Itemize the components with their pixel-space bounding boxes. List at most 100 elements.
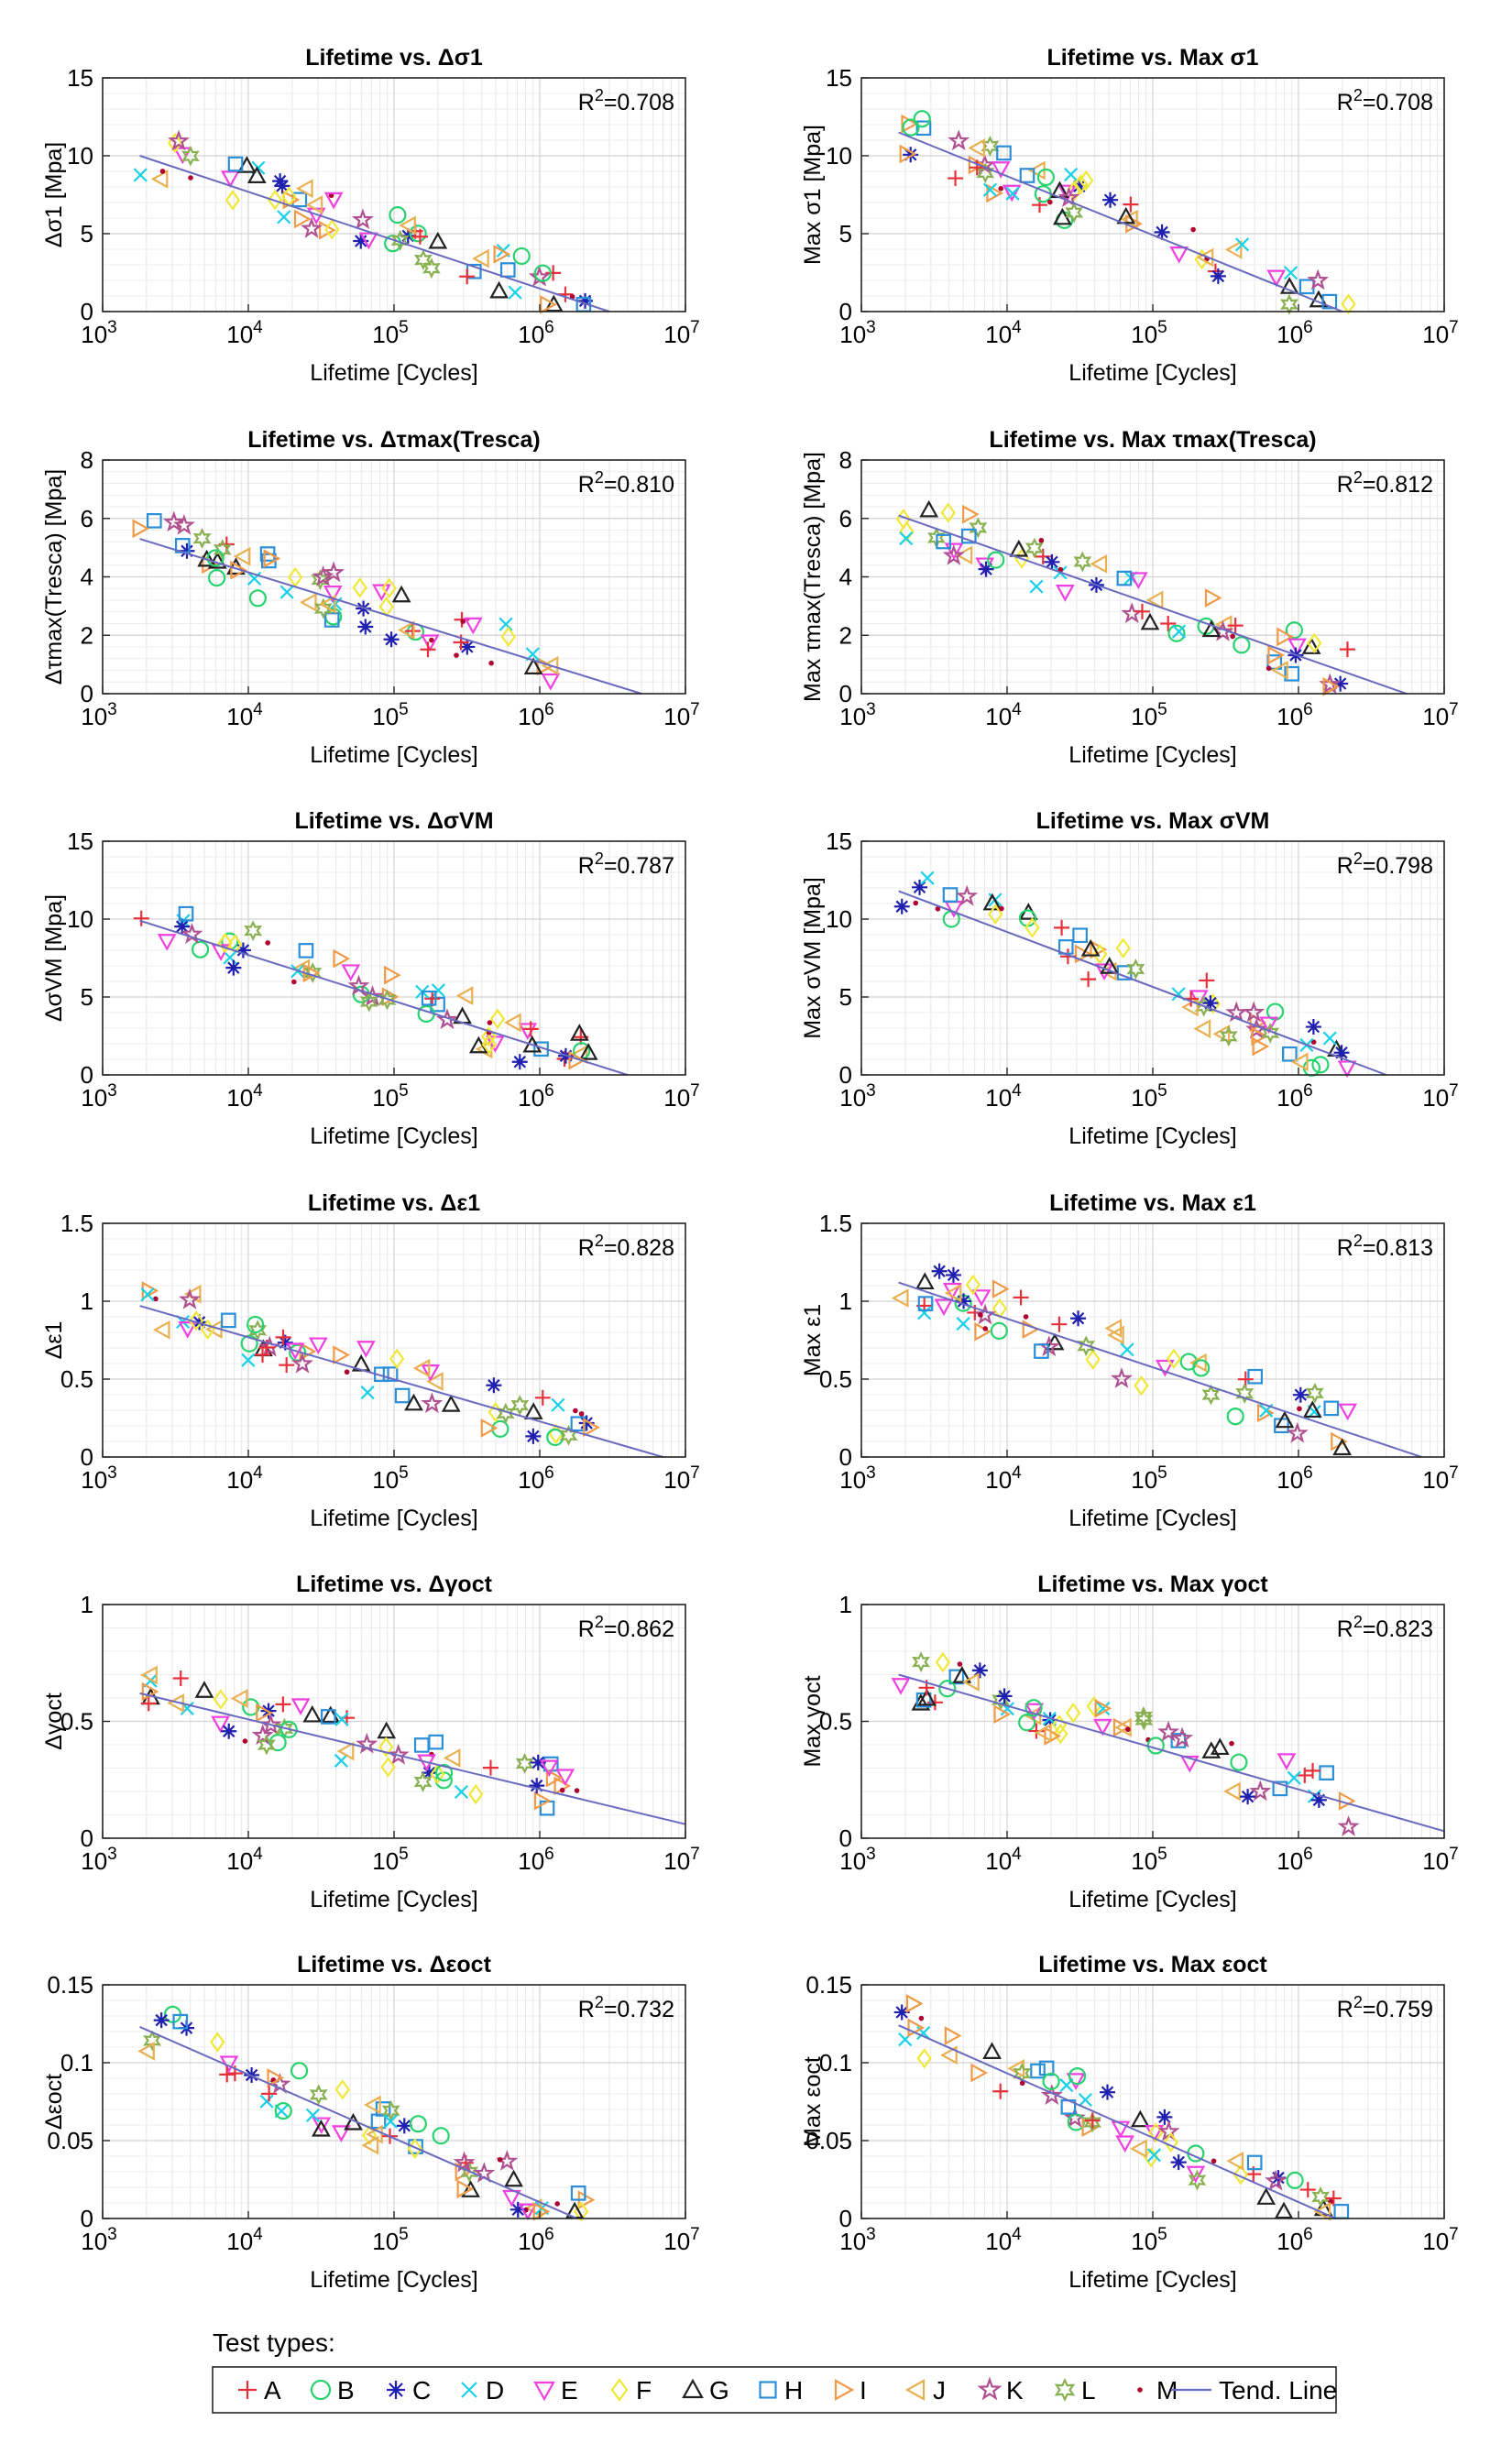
y-axis-label: Max σ1 [Mpa] [800, 125, 826, 265]
point-I [1204, 588, 1222, 608]
point-B [191, 940, 210, 959]
point-A [1051, 1316, 1068, 1332]
x-tick-exponent: 5 [399, 1081, 409, 1101]
x-tick-exponent: 7 [690, 2225, 700, 2244]
point-J [1290, 1052, 1309, 1072]
trend-line [898, 2024, 1336, 2219]
x-tick-exponent: 5 [1157, 700, 1167, 719]
x-tick-exponent: 6 [544, 2225, 554, 2244]
point-D [1172, 624, 1187, 639]
point-L [244, 920, 263, 942]
point-C [578, 1415, 595, 1431]
point-K [956, 884, 979, 906]
x-tick-exponent: 4 [1012, 318, 1022, 337]
point-H [1030, 2063, 1046, 2079]
point-B [247, 1315, 265, 1334]
point-A [1305, 1762, 1321, 1779]
point-H [394, 1387, 411, 1404]
y-tick-label: 0.1 [60, 2049, 93, 2076]
point-I [1074, 944, 1092, 964]
point-C [221, 1723, 237, 1739]
point-F [1166, 1348, 1182, 1370]
y-tick-label: 0.05 [805, 2127, 852, 2154]
x-axis-label: Lifetime [Cycles] [310, 2267, 477, 2293]
point-K [1171, 1726, 1194, 1748]
x-tick-label: 105 [372, 1845, 409, 1875]
point-H [499, 262, 516, 278]
point-K [421, 1392, 444, 1414]
point-J [426, 1372, 444, 1391]
panel-title: Lifetime vs. Δτmax(Tresca) [247, 427, 541, 453]
x-tick-label: 106 [1276, 1081, 1313, 1112]
x-tick-label: 105 [1131, 1081, 1167, 1112]
point-B [274, 2101, 292, 2120]
x-tick-label: 107 [663, 318, 700, 348]
grid [102, 77, 686, 312]
x-tick-label: 106 [518, 1845, 554, 1875]
point-C [509, 2201, 526, 2218]
point-E [934, 1298, 954, 1317]
point-C [912, 879, 928, 895]
point-B [913, 110, 931, 128]
y-tick-label: 2 [81, 621, 93, 649]
point-D [920, 871, 935, 885]
point-L [1073, 551, 1092, 573]
point-F [324, 219, 340, 240]
point-B [409, 225, 427, 243]
y-tick-label: 0 [839, 1443, 852, 1471]
point-B [240, 1334, 258, 1353]
point-J [1114, 1717, 1132, 1737]
point-J [399, 215, 416, 236]
x-tick-exponent: 4 [1012, 1081, 1022, 1101]
x-tick-label: 106 [518, 318, 554, 348]
point-G [391, 585, 411, 603]
point-C [1305, 1019, 1321, 1035]
y-tick-label: 4 [81, 564, 93, 591]
point-J [1130, 2139, 1147, 2159]
y-tick-label: 8 [81, 446, 93, 474]
point-D [133, 168, 148, 182]
point-M [1230, 633, 1235, 640]
point-H [1319, 1765, 1334, 1780]
x-tick-label: 103 [81, 1463, 117, 1494]
y-tick-label: 0 [81, 1061, 93, 1089]
y-tick-label: 0 [839, 298, 852, 325]
point-M [344, 1369, 350, 1375]
point-E [1266, 269, 1287, 288]
y-tick-label: 0.1 [819, 2049, 852, 2076]
point-A [261, 2086, 278, 2102]
legend-label: C [412, 2376, 431, 2405]
point-L [1134, 1705, 1153, 1727]
point-M [429, 637, 434, 643]
point-F [988, 904, 1003, 925]
point-M [488, 660, 494, 666]
point-E [421, 1364, 441, 1382]
point-K [1121, 602, 1144, 624]
point-L [381, 2099, 400, 2121]
point-D [431, 983, 445, 998]
y-tick-label: 6 [839, 505, 852, 532]
point-D [551, 1397, 565, 1412]
point-G [404, 1393, 423, 1411]
legend-marker-a [238, 2381, 257, 2399]
point-L [378, 989, 397, 1011]
point-M [957, 1661, 963, 1667]
point-D [454, 1784, 469, 1800]
point-E [1155, 1359, 1175, 1377]
point-M [1038, 537, 1045, 543]
point-B [290, 2062, 309, 2080]
x-axis-label: Lifetime [Cycles] [310, 360, 477, 386]
legend-item-m: M [1137, 2376, 1178, 2405]
point-E [290, 1698, 311, 1716]
point-G [915, 1272, 935, 1290]
x-tick-label: 107 [1422, 318, 1459, 348]
point-I [533, 1791, 552, 1811]
legend-label: I [860, 2376, 867, 2405]
point-M [935, 906, 941, 912]
point-M [242, 1738, 248, 1744]
point-K [387, 1743, 410, 1765]
point-L [1235, 1383, 1255, 1405]
x-tick-exponent: 3 [107, 700, 117, 719]
point-L [1188, 2169, 1207, 2191]
